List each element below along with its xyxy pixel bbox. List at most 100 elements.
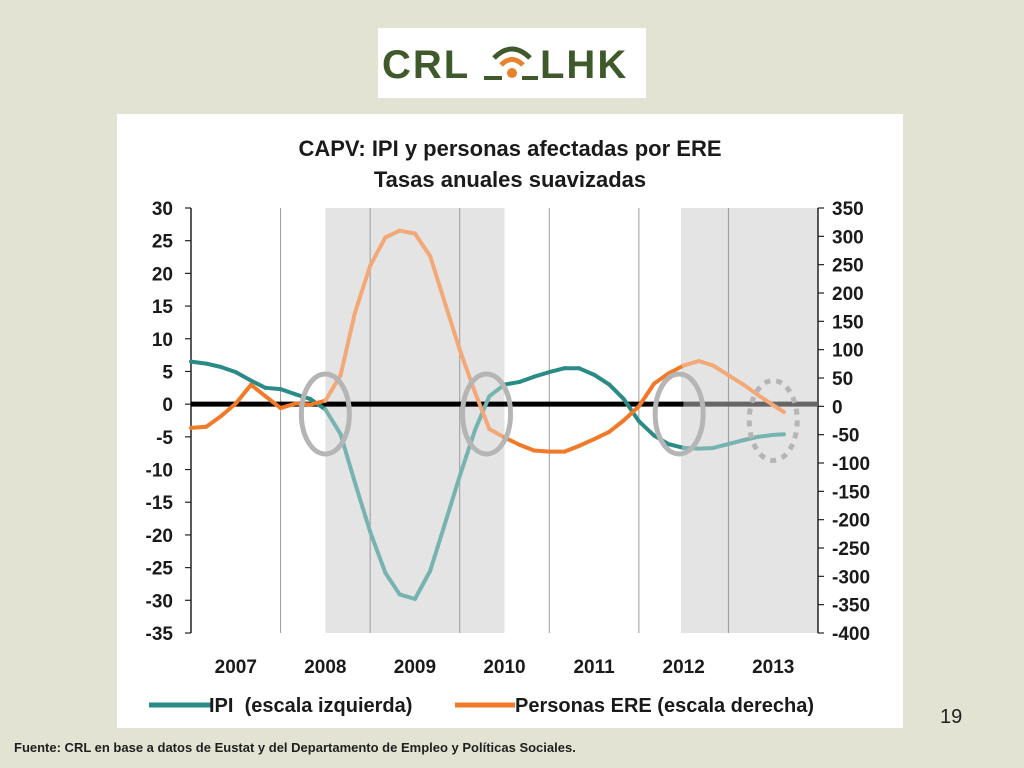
ere-line-segment: [517, 442, 537, 453]
ipi-line-segment: [711, 442, 731, 450]
ipi-line-segment: [233, 370, 254, 383]
logo-text-crl: CRL: [382, 43, 470, 87]
ere-line-segment: [636, 381, 657, 409]
right-tick-label: 50: [832, 369, 853, 390]
x-tick-label: 2012: [663, 657, 705, 678]
ere-line-segment: [308, 398, 328, 407]
left-tick-label: 5: [162, 362, 173, 383]
ere-line-segment: [442, 299, 462, 352]
left-tick-label: 10: [152, 330, 173, 351]
dotted-highlight-circle: [746, 378, 800, 463]
ipi-line-segment: [442, 474, 462, 528]
ere-line-segment: [726, 373, 746, 387]
ere-line-segment: [621, 404, 641, 423]
ere-line-segment: [771, 403, 786, 414]
ipi-line-segment: [323, 407, 343, 437]
x-tick-label: 2011: [573, 657, 615, 678]
highlight-circle: [298, 371, 352, 457]
logo-text-lhk: LHK: [540, 43, 628, 87]
ere-line-segment: [607, 418, 626, 434]
page-number: 19: [940, 706, 963, 728]
left-tick-label: -15: [146, 493, 174, 514]
ipi-line-segment: [352, 480, 373, 534]
ere-line-segment: [428, 254, 447, 304]
right-tick-label: -250: [832, 539, 870, 560]
left-tick-label: 0: [162, 395, 173, 416]
ipi-line-segment: [457, 428, 477, 479]
ere-line-segment: [532, 448, 552, 454]
chart-title: CAPV: IPI y personas afectadas por ERE: [298, 136, 721, 161]
highlight-circle: [460, 371, 514, 457]
ere-line-segment: [189, 424, 209, 430]
x-tick-label: 2007: [215, 657, 257, 678]
recession-band-1: [325, 208, 505, 633]
ere-line-segment: [233, 382, 254, 406]
ipi-line-segment: [636, 419, 657, 438]
right-tick-label: -350: [832, 596, 870, 617]
line-chart: 302520151050-5-10-15-20-25-30-3535030025…: [146, 136, 871, 717]
ipi-line-segment: [607, 382, 626, 401]
right-tick-label: 350: [832, 199, 864, 220]
x-tick-label: 2010: [483, 657, 525, 678]
ipi-line-segment: [412, 568, 433, 601]
legend-label-ipi: IPI (escala izquierda): [209, 695, 412, 717]
ipi-line-segment: [547, 366, 567, 375]
ipi-line-segment: [696, 445, 716, 451]
ere-line-segment: [487, 427, 507, 440]
ere-line-segment: [562, 444, 581, 454]
ipi-line-segment: [502, 379, 522, 387]
left-tick-label: -30: [146, 591, 173, 612]
ipi-line-segment: [204, 361, 223, 369]
ipi-line-segment: [397, 592, 417, 601]
x-tick-label: 2013: [752, 657, 794, 678]
left-tick-label: 20: [152, 264, 173, 285]
ere-line-segment: [218, 401, 238, 419]
ipi-line-segment: [771, 432, 786, 437]
ipi-line-segment: [517, 374, 537, 384]
ere-line-segment: [696, 359, 716, 368]
ere-line-segment: [681, 359, 701, 368]
left-tick-label: -35: [146, 624, 174, 645]
right-tick-label: -400: [832, 624, 870, 645]
left-tick-label: -10: [146, 461, 173, 482]
ere-line-segment: [368, 235, 388, 268]
highlight-circle: [652, 371, 706, 457]
ipi-line-segment: [368, 529, 388, 575]
right-tick-label: -300: [832, 567, 870, 588]
ere-line-segment: [472, 390, 492, 431]
right-tick-label: 100: [832, 341, 864, 362]
ere-line-segment: [576, 437, 597, 448]
ere-line-segment: [249, 382, 268, 399]
ere-line-segment: [278, 401, 298, 411]
left-tick-label: 15: [152, 297, 174, 318]
right-tick-label: -150: [832, 482, 870, 503]
right-tick-label: 300: [832, 227, 864, 248]
left-tick-label: 30: [152, 199, 173, 220]
legend-label-ere: Personas ERE (escala derecha): [515, 695, 814, 717]
ere-line-segment: [711, 363, 731, 378]
source-note: Fuente: CRL en base a datos de Eustat y …: [14, 740, 576, 755]
ere-line-segment: [338, 310, 357, 378]
ipi-line-segment: [383, 570, 402, 597]
right-tick-label: 200: [832, 284, 864, 305]
wifi-icon: [484, 46, 538, 80]
left-tick-label: -25: [146, 559, 174, 580]
ere-line-segment: [755, 393, 776, 408]
ipi-line-segment: [755, 432, 776, 439]
x-tick-label: 2008: [304, 657, 346, 678]
ere-line-segment: [263, 394, 283, 411]
x-tick-label: 2009: [394, 657, 436, 678]
right-tick-label: 150: [832, 312, 864, 333]
right-tick-label: -100: [832, 454, 870, 475]
ipi-line-segment: [249, 378, 268, 390]
ere-line-segment: [412, 231, 433, 259]
logo-graphic: CRL LHK: [382, 43, 628, 87]
ipi-line-segment: [428, 523, 447, 573]
right-tick-label: -50: [832, 426, 859, 447]
right-tick-label: -200: [832, 511, 870, 532]
ere-line-segment: [666, 363, 686, 376]
ipi-line-segment: [218, 364, 238, 375]
ipi-line-segment: [576, 366, 597, 377]
left-tick-label: -5: [156, 428, 173, 449]
chart-panel: 30 25 20 15 10 5 0 -5 -10 -15 -20 -25 -30 -35 350 300 25…: [117, 114, 903, 728]
